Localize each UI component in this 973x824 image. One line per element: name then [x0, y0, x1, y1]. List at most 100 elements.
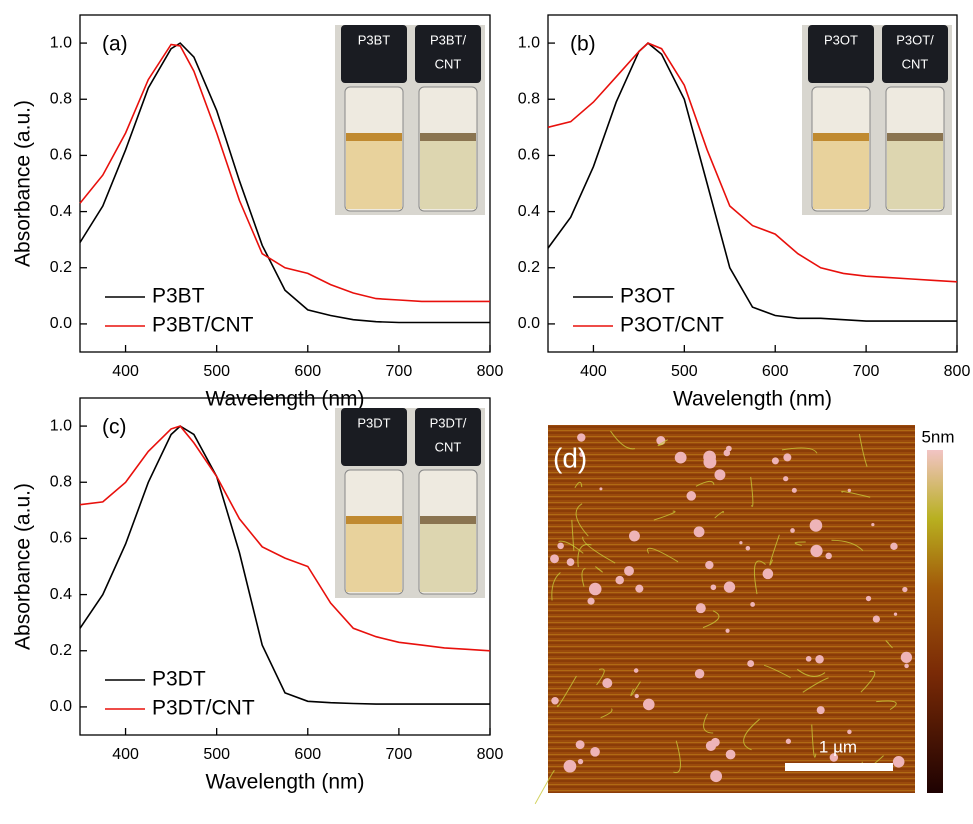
- panel-label: (d): [553, 442, 587, 473]
- afm-particle: [696, 603, 706, 613]
- x-tick-label: 500: [203, 363, 230, 380]
- y-tick-label: 0.2: [50, 259, 72, 276]
- afm-particle: [810, 545, 822, 557]
- x-tick-label: 700: [853, 363, 880, 380]
- afm-particle: [739, 541, 742, 544]
- afm-particle: [550, 554, 559, 563]
- legend-label: P3OT: [620, 285, 675, 308]
- y-tick-label: 0.0: [50, 315, 72, 332]
- afm-particle: [711, 584, 717, 590]
- afm-particle: [725, 629, 729, 633]
- y-tick-label: 0.6: [518, 147, 540, 164]
- vial-meniscus: [346, 133, 402, 141]
- vial-meniscus: [887, 133, 943, 141]
- vial-liquid: [887, 135, 943, 209]
- afm-particle: [746, 546, 751, 551]
- afm-particle: [577, 433, 585, 441]
- afm-particle: [747, 660, 754, 667]
- afm-particle: [806, 656, 812, 662]
- y-tick-label: 1.0: [50, 417, 72, 434]
- colorbar-label: 5nm: [921, 427, 954, 446]
- afm-particle: [629, 531, 640, 542]
- legend-label: P3DT: [152, 668, 206, 691]
- y-tick-label: 0.4: [50, 203, 72, 220]
- afm-particle: [675, 452, 687, 464]
- y-tick-label: 0.8: [50, 473, 72, 490]
- afm-particle: [634, 668, 639, 673]
- afm-particle: [724, 581, 735, 592]
- scale-bar: [785, 763, 893, 771]
- panel-label: (b): [570, 33, 596, 56]
- afm-particle: [790, 528, 795, 533]
- x-tick-label: 800: [477, 363, 504, 380]
- x-tick-label: 700: [386, 746, 413, 763]
- afm-particle: [750, 602, 755, 607]
- afm-particle: [783, 476, 788, 481]
- afm-particle: [792, 488, 797, 493]
- y-tick-label: 0.0: [50, 698, 72, 715]
- afm-particle: [815, 655, 824, 664]
- inset-label: CNT: [435, 56, 462, 71]
- x-tick-label: 600: [294, 363, 321, 380]
- inset-label: CNT: [902, 56, 929, 71]
- afm-particle: [624, 566, 634, 576]
- y-tick-label: 0.6: [50, 530, 72, 547]
- y-tick-label: 0.2: [50, 642, 72, 659]
- y-tick-label: 0.6: [50, 147, 72, 164]
- afm-particle: [557, 543, 564, 550]
- y-tick-label: 1.0: [518, 34, 540, 51]
- y-tick-label: 0.8: [50, 90, 72, 107]
- figure: (d) 1 µm 5nm P3BT P3BT/CNT 400 500 600 700 800…: [0, 0, 973, 824]
- afm-particle: [714, 469, 725, 480]
- afm-particle: [866, 596, 871, 601]
- afm-particle: [786, 739, 791, 744]
- x-tick-label: 500: [203, 746, 230, 763]
- afm-particle: [783, 453, 791, 461]
- legend-label: P3BT/CNT: [152, 314, 254, 337]
- y-tick-label: 0.4: [50, 586, 72, 603]
- inset-label: P3BT: [358, 32, 391, 47]
- afm-particle: [817, 706, 825, 714]
- y-tick-label: 0.8: [518, 90, 540, 107]
- afm-particle: [901, 652, 912, 663]
- x-tick-label: 800: [477, 746, 504, 763]
- x-tick-label: 800: [944, 363, 971, 380]
- x-tick-label: 600: [294, 746, 321, 763]
- x-axis-label: Wavelength (nm): [673, 388, 832, 411]
- afm-particle: [590, 747, 600, 757]
- vial-meniscus: [420, 516, 476, 524]
- afm-particle: [694, 526, 705, 537]
- afm-particle: [893, 756, 905, 768]
- afm-panel: (d) 1 µm 5nm: [535, 425, 954, 804]
- afm-particle: [763, 569, 774, 580]
- inset-label: CNT: [435, 439, 462, 454]
- afm-particle: [703, 451, 716, 464]
- afm-particle: [551, 697, 559, 705]
- legend-label: P3BT: [152, 285, 205, 308]
- x-axis-label: Wavelength (nm): [205, 771, 364, 794]
- vial-liquid: [420, 135, 476, 209]
- vial-liquid: [346, 518, 402, 592]
- vial-liquid: [813, 135, 869, 209]
- inset-label: P3DT/: [430, 415, 467, 430]
- x-tick-label: 400: [580, 363, 607, 380]
- y-axis-label: Absorbance (a.u.): [12, 483, 35, 650]
- inset-label: P3DT: [357, 415, 390, 430]
- colorbar: [927, 450, 943, 793]
- vial-liquid: [420, 518, 476, 592]
- afm-particle: [686, 491, 696, 501]
- afm-particle: [564, 760, 577, 773]
- afm-particle: [894, 612, 897, 615]
- afm-particle: [567, 558, 575, 566]
- afm-particle: [724, 450, 731, 457]
- afm-particle: [772, 457, 779, 464]
- afm-particle: [602, 678, 612, 688]
- y-tick-label: 0.0: [518, 315, 540, 332]
- y-tick-label: 0.2: [518, 259, 540, 276]
- y-tick-label: 0.4: [518, 203, 540, 220]
- afm-particle: [587, 598, 594, 605]
- afm-particle: [726, 750, 736, 760]
- afm-particle: [904, 664, 909, 669]
- legend-label: P3DT/CNT: [152, 697, 255, 720]
- y-tick-label: 1.0: [50, 34, 72, 51]
